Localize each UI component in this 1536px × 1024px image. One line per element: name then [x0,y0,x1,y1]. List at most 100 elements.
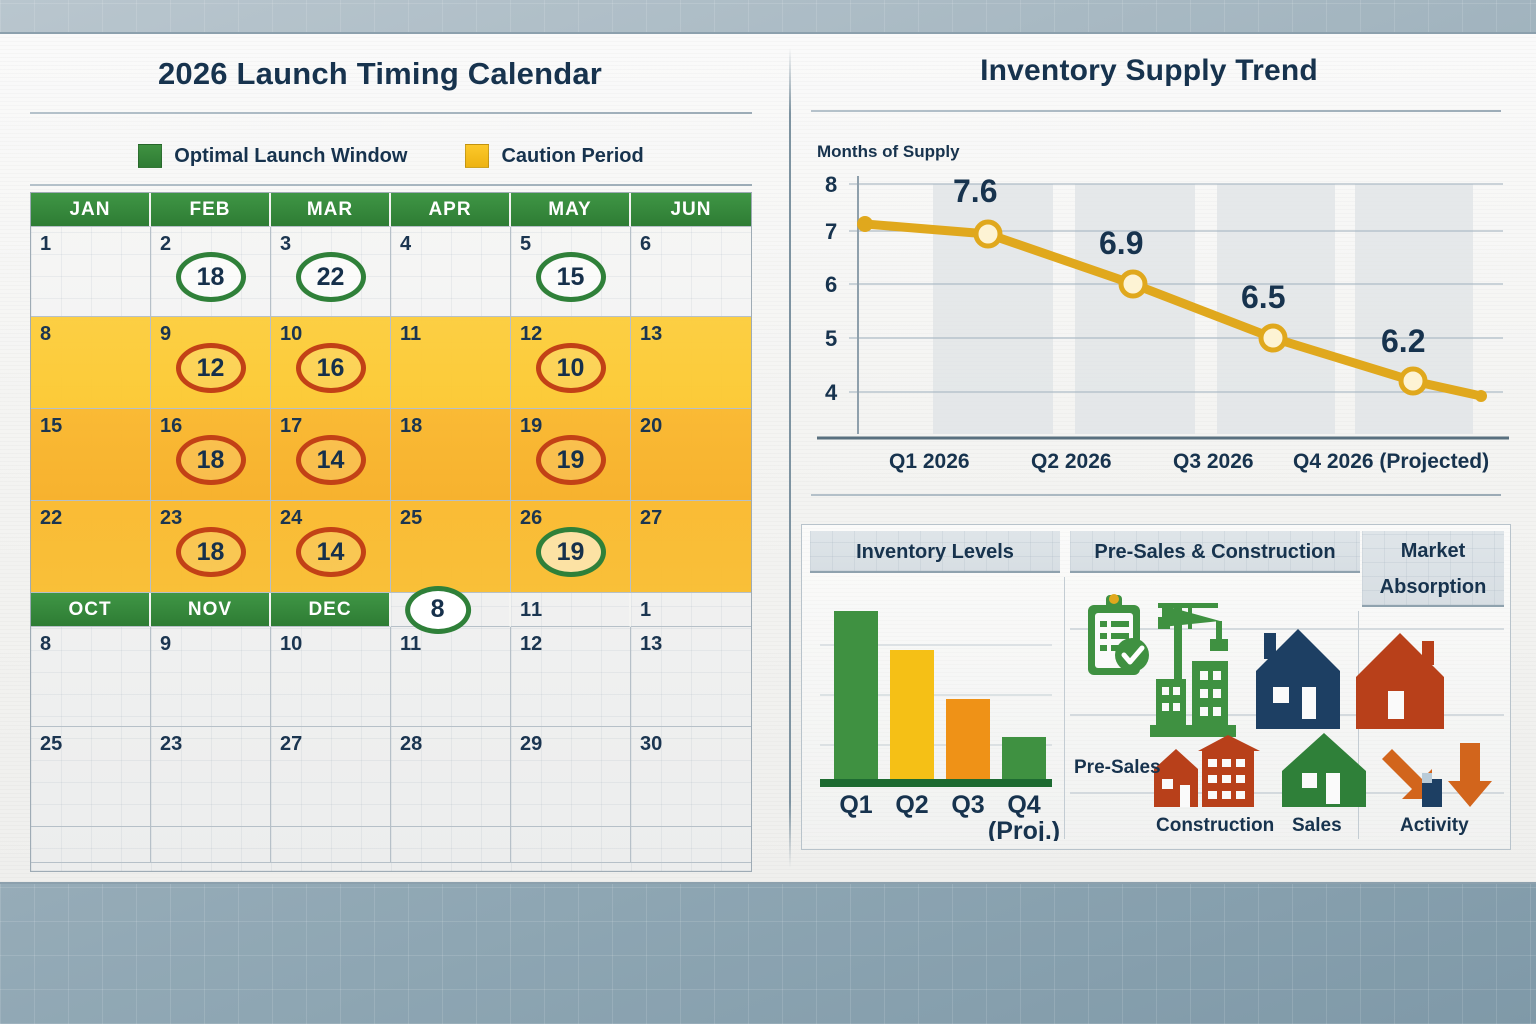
y-tick-labels: 8 7 6 5 4 [825,172,838,405]
calendar-cell[interactable]: 10 16 [271,317,391,409]
calendar-cell[interactable]: 9 12 [151,317,271,409]
calendar-cell[interactable]: 23 [151,727,271,827]
month-header-mar[interactable]: MAR [271,193,391,227]
icon-cluster: Pre-Sales Construction Sales Activity [1070,594,1504,836]
calendar-cell[interactable]: 9 [151,627,271,727]
day-number: 11 [520,599,544,621]
buildings-red-icon[interactable] [1154,735,1260,807]
calendar-cell[interactable]: 19 19 [511,409,631,501]
month-header-feb[interactable]: FEB [151,193,271,227]
data-point-end[interactable] [1475,390,1487,402]
legend-item-optimal: Optimal Launch Window [138,144,407,168]
icon-label-sales: Sales [1292,815,1342,836]
day-number: 1 [640,599,653,621]
calendar-cell[interactable]: 15 [31,409,151,501]
launch-mark-green[interactable]: 15 [535,252,606,303]
calendar-cell[interactable] [391,827,511,863]
calendar-cell[interactable]: 16 18 [151,409,271,501]
calendar-cell[interactable]: 10 [271,627,391,727]
month-header-jun[interactable]: JUN [631,193,751,227]
launch-mark-red[interactable]: 14 [295,527,366,578]
launch-mark-red[interactable]: 14 [295,435,366,486]
calendar-cell[interactable]: 18 [391,409,511,501]
launch-mark-green[interactable]: 22 [295,252,366,303]
launch-mark-green[interactable]: 18 [175,252,246,303]
month-header-nov[interactable]: NOV [151,593,271,627]
calendar-cell[interactable]: 6 [631,227,751,317]
supply-panel: Inventory Supply Trend Months of Supply … [789,32,1536,884]
data-point-q3[interactable] [1258,323,1288,353]
calendar-cell[interactable]: 5 15 [511,227,631,317]
calendar-cell[interactable]: 29 [511,727,631,827]
bar-q1[interactable] [834,611,878,781]
calendar-cell[interactable]: 3 22 [271,227,391,317]
calendar-title: 2026 Launch Timing Calendar [157,56,603,91]
month-header-apr[interactable]: APR [391,193,511,227]
calendar-cell[interactable]: 23 18 [151,501,271,593]
month-header-may[interactable]: MAY [511,193,631,227]
calendar-cell[interactable]: 27 [631,501,751,593]
clipboard-check-icon[interactable] [1088,594,1149,675]
launch-mark-red[interactable]: 18 [175,435,246,486]
calendar-cell[interactable]: 11 [511,593,631,627]
bar-q3[interactable] [946,699,990,781]
calendar-cell[interactable]: 25 [31,727,151,827]
calendar-cell[interactable]: 20 [631,409,751,501]
calendar-cell[interactable]: 12 [511,627,631,727]
day-number: 10 [280,323,303,345]
calendar-cell[interactable]: 4 [391,227,511,317]
calendar-cell[interactable]: 25 [391,501,511,593]
month-header-jan[interactable]: JAN [31,193,151,227]
day-number: 12 [520,323,543,345]
y-tick: 5 [825,326,837,351]
calendar-cell[interactable]: 28 [391,727,511,827]
x-tick-labels: Q1 2026 Q2 2026 Q3 2026 Q4 2026 (Project… [889,450,1489,473]
calendar-cell[interactable]: 1 [31,227,151,317]
calendar-cell[interactable]: 27 [271,727,391,827]
calendar-cell[interactable] [31,827,151,863]
launch-mark-red[interactable]: 16 [295,343,366,394]
data-point-q1[interactable] [973,219,1003,249]
legend-label-optimal: Optimal Launch Window [174,144,408,167]
day-number: 22 [40,507,63,529]
house-red-icon[interactable] [1356,633,1444,729]
calendar-cell[interactable]: 17 14 [271,409,391,501]
x-tick-q1: Q1 2026 [889,450,970,473]
calendar-cell[interactable] [511,827,631,863]
calendar-cell[interactable]: 2 18 [151,227,271,317]
day-number: 25 [400,507,423,529]
launch-mark-red[interactable]: 18 [175,527,246,578]
calendar-cell[interactable]: 11 [391,627,511,727]
data-point-q4[interactable] [1398,366,1428,396]
data-point-q2[interactable] [1118,269,1148,299]
month-header-dec[interactable]: DEC [271,593,391,627]
house-green-icon[interactable] [1282,733,1366,807]
launch-mark-red[interactable]: 12 [175,343,246,394]
data-point-start[interactable] [857,216,873,232]
crane-construction-icon[interactable] [1150,603,1236,737]
calendar-cell[interactable]: 8 [31,627,151,727]
calendar-cell[interactable] [271,827,391,863]
calendar-cell[interactable]: 13 [631,627,751,727]
bar-q2[interactable] [890,650,934,781]
calendar-cell[interactable]: 8 [31,317,151,409]
bar-q4[interactable] [1002,737,1046,781]
calendar-cell[interactable]: 13 [631,317,751,409]
calendar-cell[interactable]: 24 14 [271,501,391,593]
calendar-cell[interactable] [631,827,751,863]
calendar-cell[interactable] [151,827,271,863]
calendar-cell[interactable]: 30 [631,727,751,827]
calendar-cell[interactable]: 26 19 [511,501,631,593]
calendar-cell[interactable]: 12 10 [511,317,631,409]
calendar-cell[interactable]: 22 [31,501,151,593]
calendar-cell[interactable]: 8 [391,585,511,634]
arrows-activity-icon[interactable] [1382,743,1492,807]
launch-mark-green[interactable]: 19 [535,527,606,578]
calendar-cell[interactable]: 11 [391,317,511,409]
launch-mark-green[interactable]: 8 [405,585,472,634]
month-header-oct[interactable]: OCT [31,593,151,627]
calendar-cell[interactable]: 1 [631,593,751,627]
house-navy-icon[interactable] [1256,629,1340,729]
launch-mark-red[interactable]: 19 [535,435,606,486]
launch-mark-red[interactable]: 10 [535,343,606,394]
